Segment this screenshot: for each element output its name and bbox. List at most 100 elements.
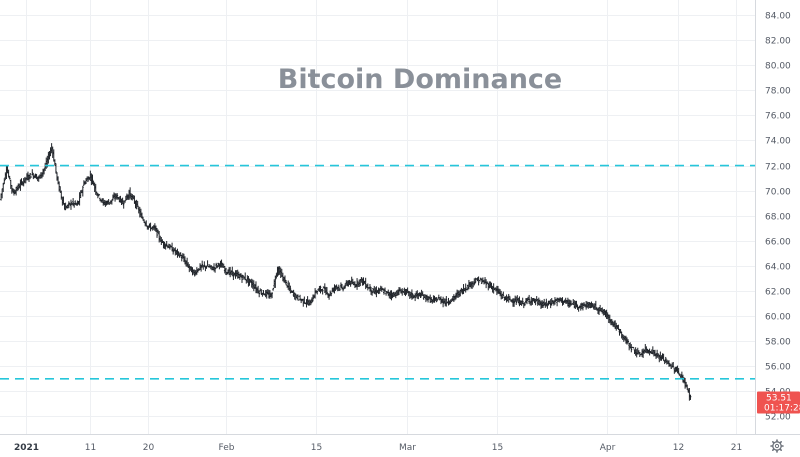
candle — [344, 283, 347, 289]
candle — [67, 201, 70, 209]
y-tick-label: 82.00 — [765, 37, 791, 47]
candle — [670, 365, 673, 369]
candle — [464, 283, 467, 293]
y-tick-label: 66.00 — [765, 238, 791, 248]
candle — [116, 193, 119, 200]
candle — [203, 261, 206, 268]
candle — [329, 290, 332, 297]
candle — [285, 279, 287, 286]
candle — [513, 298, 515, 307]
candle — [502, 291, 505, 297]
candle — [165, 241, 168, 247]
candle — [316, 290, 319, 295]
candle — [206, 260, 209, 267]
candle — [330, 292, 333, 297]
candle — [660, 355, 663, 361]
candle — [485, 279, 488, 289]
candle — [136, 200, 139, 208]
candle — [215, 262, 218, 269]
candle — [668, 360, 670, 367]
candle — [559, 297, 562, 302]
last-price-countdown: 01:17:28 — [764, 403, 800, 413]
candle — [528, 294, 531, 304]
candle — [271, 292, 274, 299]
y-tick-label: 70.00 — [765, 188, 791, 198]
candle — [338, 288, 341, 291]
candle — [471, 281, 474, 289]
candle — [583, 302, 585, 306]
x-tick-label: 2021 — [14, 443, 39, 453]
y-axis: 84.00 82.00 80.00 78.00 76.00 74.00 72.00 70.00… — [765, 12, 791, 423]
candle — [501, 293, 504, 299]
candle — [8, 175, 11, 180]
candle — [632, 346, 635, 349]
y-tick-label: 76.00 — [765, 112, 791, 122]
y-tick-label: 74.00 — [765, 137, 791, 147]
candle — [630, 344, 633, 353]
candle — [201, 260, 204, 268]
x-tick-label: 12 — [673, 443, 684, 453]
x-tick-label: Mar — [399, 443, 416, 453]
candles — [0, 143, 692, 401]
candle — [435, 297, 438, 303]
candle — [582, 303, 584, 311]
x-axis: 2021 11 20 Feb 15 Mar 15 Apr 12 21 — [14, 443, 742, 453]
candle — [375, 286, 378, 298]
candle — [205, 265, 208, 269]
candle — [521, 297, 524, 305]
gear-icon[interactable] — [770, 439, 784, 453]
candle — [156, 227, 158, 238]
y-tick-label: 84.00 — [765, 12, 791, 22]
candle — [297, 294, 299, 301]
candle — [172, 247, 175, 255]
candle — [627, 339, 629, 344]
candle — [427, 295, 429, 303]
candle — [319, 285, 322, 294]
y-tick-label: 58.00 — [765, 338, 791, 348]
candle — [436, 298, 439, 301]
candle — [321, 288, 324, 295]
x-tick-label: Feb — [219, 443, 235, 453]
candle — [224, 267, 227, 276]
candle — [112, 194, 114, 201]
grid — [0, 0, 755, 434]
candle — [473, 278, 476, 286]
candle — [214, 267, 216, 273]
candle — [575, 300, 578, 308]
x-tick-label: 15 — [492, 443, 503, 453]
candle — [258, 290, 261, 298]
candle — [384, 287, 386, 292]
candle — [621, 334, 624, 340]
candle — [2, 182, 5, 193]
candle — [523, 302, 526, 307]
candle — [29, 172, 32, 180]
y-tick-label: 78.00 — [765, 87, 791, 97]
candle — [217, 262, 220, 268]
candle — [356, 278, 358, 290]
candle — [55, 163, 57, 174]
candle — [678, 373, 681, 376]
candle — [508, 295, 511, 301]
y-tick-label: 62.00 — [765, 288, 791, 298]
candle — [545, 298, 548, 307]
candle — [445, 296, 448, 307]
candle — [94, 183, 97, 195]
candle — [30, 176, 33, 178]
candle — [360, 277, 363, 283]
candle — [241, 274, 243, 283]
candle — [98, 194, 100, 197]
candle — [312, 294, 314, 302]
last-price-label: 53.51 — [766, 393, 792, 403]
reference-lines — [0, 164, 755, 380]
candle — [122, 200, 125, 209]
y-tick-label: 64.00 — [765, 263, 791, 273]
candle — [177, 251, 180, 256]
y-tick-label: 52.00 — [765, 413, 791, 423]
x-tick-label: 21 — [731, 443, 742, 453]
candle — [411, 289, 413, 300]
x-tick-label: 11 — [85, 443, 96, 453]
candle — [289, 285, 292, 294]
candle — [242, 274, 244, 279]
candle — [515, 296, 518, 305]
